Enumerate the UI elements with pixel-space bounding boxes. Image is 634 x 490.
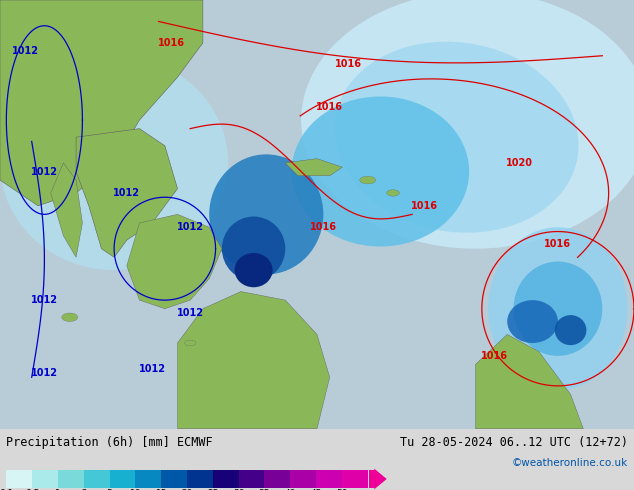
Text: 1016: 1016 xyxy=(316,102,343,112)
Ellipse shape xyxy=(222,217,285,281)
Bar xyxy=(264,470,290,488)
Polygon shape xyxy=(0,0,203,206)
Bar xyxy=(238,470,264,488)
Ellipse shape xyxy=(0,56,228,270)
Text: 1012: 1012 xyxy=(113,188,140,198)
Bar xyxy=(342,470,368,488)
Polygon shape xyxy=(285,159,342,176)
Bar xyxy=(6,470,32,488)
Text: 1016: 1016 xyxy=(481,351,508,361)
Polygon shape xyxy=(51,163,82,257)
Ellipse shape xyxy=(514,262,602,356)
Text: ©weatheronline.co.uk: ©weatheronline.co.uk xyxy=(512,458,628,468)
Text: 1016: 1016 xyxy=(545,240,571,249)
FancyArrow shape xyxy=(369,468,387,489)
Polygon shape xyxy=(76,129,178,257)
Ellipse shape xyxy=(488,227,628,390)
Bar xyxy=(84,470,110,488)
Text: 1012: 1012 xyxy=(177,308,204,318)
Text: 1012: 1012 xyxy=(12,47,39,56)
Bar xyxy=(187,470,213,488)
Text: Tu 28-05-2024 06..12 UTC (12+72): Tu 28-05-2024 06..12 UTC (12+72) xyxy=(399,436,628,449)
Ellipse shape xyxy=(507,300,558,343)
Ellipse shape xyxy=(235,253,273,287)
Polygon shape xyxy=(127,215,222,309)
Text: 1016: 1016 xyxy=(158,38,184,48)
Ellipse shape xyxy=(209,154,323,274)
Ellipse shape xyxy=(334,42,579,233)
Text: 1016: 1016 xyxy=(411,201,438,211)
Ellipse shape xyxy=(387,190,399,196)
Text: 1020: 1020 xyxy=(507,158,533,168)
Bar xyxy=(316,470,342,488)
Bar xyxy=(290,470,316,488)
Text: 1016: 1016 xyxy=(310,222,337,232)
Bar xyxy=(161,470,187,488)
Text: 1016: 1016 xyxy=(335,59,362,69)
Polygon shape xyxy=(178,292,330,429)
Ellipse shape xyxy=(61,313,77,321)
Ellipse shape xyxy=(301,0,634,248)
Bar xyxy=(213,470,238,488)
Bar xyxy=(58,470,84,488)
Text: 1012: 1012 xyxy=(31,167,58,176)
Bar xyxy=(32,470,58,488)
Text: 1012: 1012 xyxy=(177,222,204,232)
Ellipse shape xyxy=(184,340,196,346)
Ellipse shape xyxy=(555,315,586,345)
Text: 1012: 1012 xyxy=(31,295,58,305)
Text: 1012: 1012 xyxy=(139,364,165,374)
Text: 1012: 1012 xyxy=(31,368,58,378)
Ellipse shape xyxy=(359,176,375,184)
Text: Precipitation (6h) [mm] ECMWF: Precipitation (6h) [mm] ECMWF xyxy=(6,436,213,449)
Bar xyxy=(136,470,161,488)
Ellipse shape xyxy=(292,97,469,246)
Bar xyxy=(110,470,136,488)
Polygon shape xyxy=(476,334,583,429)
